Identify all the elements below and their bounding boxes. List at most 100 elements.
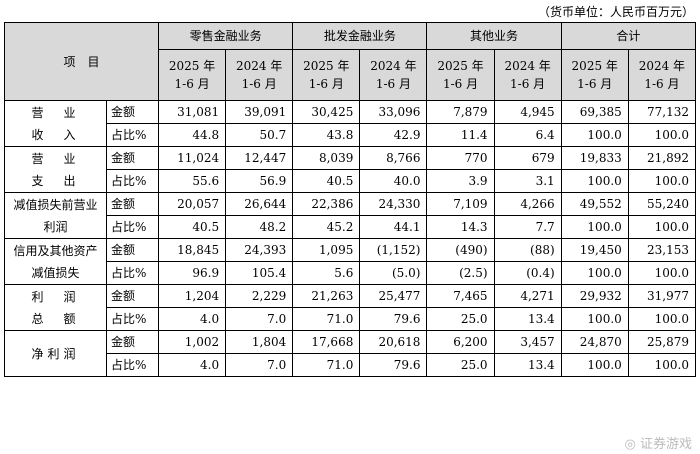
amount-cell: 12,447 [225, 146, 294, 170]
amount-cell: 6,200 [426, 330, 495, 354]
amount-label: 金额 [105, 330, 160, 354]
share-cell: 105.4 [225, 261, 294, 285]
row-label-line1: 营 业 [31, 151, 80, 166]
header-period-range: 1-6 月 [241, 77, 277, 91]
share-cell: 44.8 [158, 123, 227, 147]
row-label-line2: 减值损失 [31, 265, 80, 280]
header-group-row: 项 目 零售金融业务 批发金融业务 其他业务 合计 [3, 22, 697, 101]
share-cell: 96.9 [158, 261, 227, 285]
amount-cell: 77,132 [627, 100, 697, 124]
amount-label: 金额 [105, 192, 160, 216]
header-period-year: 2024 年 [236, 59, 283, 73]
watermark-logo: ◎ 证券游戏 [624, 437, 692, 452]
share-cell: 100.0 [627, 169, 697, 193]
row-label-line1: 利 润 [31, 289, 80, 304]
header-period-year: 2025 年 [571, 59, 618, 73]
header-period-row: 2025 年 1-6 月 2024 年 1-6 月 2025 年 1-6 月 2024 年 1… [5, 49, 697, 101]
row-label-line2: 支 出 [31, 173, 80, 188]
header-period-year: 2024 年 [638, 59, 686, 73]
share-cell: (0.4) [493, 261, 562, 285]
row-label: 净利润 [4, 330, 107, 377]
amount-label: 金额 [105, 238, 160, 262]
header-period: 2025 年 1-6 月 [158, 49, 227, 101]
share-cell: 45.2 [292, 215, 361, 239]
segment-results-table: 项 目 零售金融业务 批发金融业务 其他业务 合计 2025 年 1-6 月 202… [3, 22, 697, 377]
table-row-amount: 利 润总 额金额 1,204 2,229 21,263 25,477 7,465 4,271… [4, 284, 697, 331]
header-group-other: 其他业务 [426, 22, 562, 50]
share-cell: 14.3 [426, 215, 495, 239]
header-period-range: 1-6 月 [442, 77, 479, 91]
share-cell: 50.7 [225, 123, 294, 147]
share-cell: 25.0 [426, 307, 495, 331]
row-label-line1: 信用及其他资产 [13, 243, 98, 258]
amount-cell: 7,879 [426, 100, 495, 124]
share-cell: 100.0 [560, 215, 629, 239]
row-label: 营 业支 出 [4, 146, 107, 193]
amount-cell: 21,892 [627, 146, 697, 170]
amount-cell: 4,945 [493, 100, 562, 124]
share-cell: 100.0 [560, 261, 629, 285]
row-label: 减值损失前营业 利润 [4, 192, 107, 239]
amount-cell: 25,477 [359, 284, 428, 308]
share-cell: (5.0) [359, 261, 428, 285]
amount-cell: 22,386 [292, 192, 361, 216]
row-label: 营 业收 入 [4, 100, 107, 147]
table-row-share: 占比% 4.0 7.0 71.0 79.6 25.0 13.4 100.0 100.0 [5, 307, 697, 331]
header-period: 2024 年 1-6 月 [627, 49, 697, 101]
share-cell: 3.9 [426, 169, 495, 193]
amount-cell: 770 [426, 146, 495, 170]
share-label: 占比% [105, 215, 160, 239]
share-cell: 100.0 [627, 261, 697, 285]
table-row-share: 占比% 96.9 105.4 5.6 (5.0) (2.5) (0.4) 100.0 100.0 [5, 261, 697, 285]
share-cell: 48.2 [225, 215, 294, 239]
share-cell: 40.0 [359, 169, 428, 193]
share-cell: (2.5) [426, 261, 495, 285]
amount-cell: 1,204 [158, 284, 227, 308]
amount-cell: 25,879 [627, 330, 697, 354]
amount-cell: 7,109 [426, 192, 495, 216]
share-cell: 40.5 [292, 169, 361, 193]
share-cell: 4.0 [158, 307, 227, 331]
amount-cell: 3,457 [493, 330, 562, 354]
header-period-range: 1-6 月 [577, 77, 613, 91]
amount-cell: 69,385 [560, 100, 629, 124]
table-row-amount: 减值损失前营业 利润 金额 20,057 26,644 22,386 24,330 7,109… [4, 192, 697, 239]
share-cell: 7.7 [493, 215, 562, 239]
table-row-share: 占比% 40.5 48.2 45.2 44.1 14.3 7.7 100.0 100.0 [5, 215, 697, 239]
amount-cell: 20,057 [158, 192, 227, 216]
amount-cell: 8,766 [359, 146, 428, 170]
row-label-line1: 营 业 [31, 105, 80, 120]
share-cell: 6.4 [493, 123, 562, 147]
header-period-year: 2025 年 [303, 59, 350, 73]
amount-cell: 1,804 [225, 330, 294, 354]
amount-cell: 26,644 [225, 192, 294, 216]
share-cell: 13.4 [493, 307, 562, 331]
share-cell: 79.6 [359, 353, 428, 377]
share-cell: 3.1 [493, 169, 562, 193]
amount-cell: 4,271 [493, 284, 562, 308]
share-cell: 44.1 [359, 215, 428, 239]
amount-cell: 7,465 [426, 284, 495, 308]
header-item: 项 目 [3, 22, 160, 101]
header-period-range: 1-6 月 [375, 77, 411, 91]
amount-cell: 8,039 [292, 146, 361, 170]
header-period-year: 2024 年 [504, 59, 551, 73]
share-cell: 100.0 [627, 307, 697, 331]
amount-cell: (490) [426, 238, 495, 262]
header-period: 2025 年 1-6 月 [292, 49, 361, 101]
amount-cell: 33,096 [359, 100, 428, 124]
amount-cell: 23,153 [627, 238, 697, 262]
amount-cell: 24,870 [560, 330, 629, 354]
share-cell: 43.8 [292, 123, 361, 147]
share-cell: 55.6 [158, 169, 227, 193]
amount-cell: 39,091 [225, 100, 294, 124]
table-row-amount: 营 业收 入金额 31,081 39,091 30,425 33,096 7,879 4,9… [4, 100, 697, 147]
share-label: 占比% [105, 123, 160, 147]
share-cell: 11.4 [426, 123, 495, 147]
header-period-range: 1-6 月 [308, 77, 344, 91]
row-label: 信用及其他资产 减值损失 [4, 238, 107, 285]
share-cell: 13.4 [493, 353, 562, 377]
amount-cell: 21,263 [292, 284, 361, 308]
amount-cell: 24,393 [225, 238, 294, 262]
amount-cell: 17,668 [292, 330, 361, 354]
